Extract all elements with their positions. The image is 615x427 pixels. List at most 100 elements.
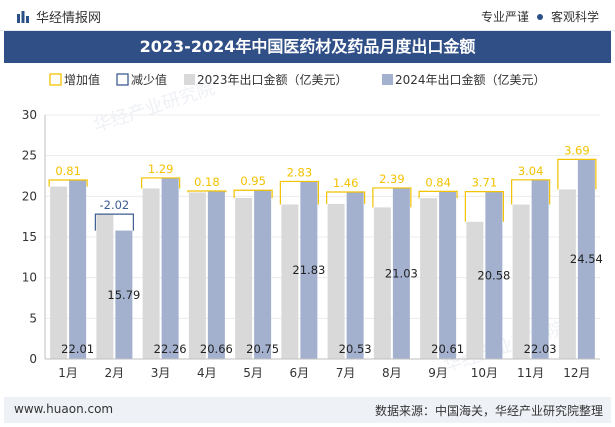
legend-item-increase: 增加值 xyxy=(49,72,100,87)
value-label-2024: 15.79 xyxy=(107,288,140,302)
bar-2023 xyxy=(281,204,299,359)
legend-label-increase: 增加值 xyxy=(64,72,100,87)
bar-2024 xyxy=(485,191,503,359)
change-label: -2.02 xyxy=(99,198,129,212)
y-tick-label: 30 xyxy=(22,108,37,122)
top-slogan: 专业严谨 客观科学 xyxy=(481,8,599,25)
change-label: 0.18 xyxy=(194,175,220,189)
x-tick-label: 8月 xyxy=(382,366,402,380)
change-bracket-increase xyxy=(48,179,88,187)
brand-name: 华经情报网 xyxy=(36,11,102,26)
data-labels: 0.81 22.01 -2.02 15.79 1.29 22.26 0.18 20.66 0.9… xyxy=(55,143,603,356)
change-bracket-decrease xyxy=(94,213,134,231)
legend-item-2024: 2024年出口金额（亿美元） xyxy=(382,72,546,87)
change-bracket-increase xyxy=(557,158,597,190)
value-label-2024: 20.58 xyxy=(477,268,510,282)
change-bracket-increase xyxy=(141,177,181,189)
footer: www.huaon.com 数据来源：中国海关，华经产业研究院整理 xyxy=(4,397,611,423)
value-label-2024: 21.83 xyxy=(292,263,325,277)
bar-2024 xyxy=(577,159,595,359)
x-tick-label: 9月 xyxy=(428,366,448,380)
x-tick-label: 10月 xyxy=(471,366,498,380)
legend-swatch-2023 xyxy=(184,74,195,85)
bar-2023 xyxy=(96,214,114,359)
legend-label-decrease: 减少值 xyxy=(131,72,167,87)
bar-2023 xyxy=(558,189,576,359)
change-bracket-increase xyxy=(511,179,551,205)
legend-swatch-increase xyxy=(49,73,62,86)
bars xyxy=(48,158,597,359)
value-label-2024: 22.26 xyxy=(154,342,187,356)
change-label: 3.71 xyxy=(472,176,498,190)
footer-website: www.huaon.com xyxy=(14,402,114,416)
change-bracket-increase xyxy=(372,187,412,208)
legend-swatch-decrease xyxy=(116,73,129,86)
value-label-2024: 22.03 xyxy=(524,342,557,356)
y-tick-label: 15 xyxy=(22,230,37,244)
bar-2023 xyxy=(327,203,345,359)
bar-2024 xyxy=(300,181,318,359)
y-axis: 0 5 10 15 20 25 30 xyxy=(22,108,46,366)
bar-2024 xyxy=(392,187,410,359)
bar-2024 xyxy=(254,190,272,359)
grid xyxy=(45,114,600,319)
brand-logo-icon xyxy=(17,10,29,23)
x-tick-label: 4月 xyxy=(197,366,217,380)
bar-2023 xyxy=(235,197,253,359)
legend-label-2023: 2023年出口金额（亿美元） xyxy=(197,72,348,87)
change-label: 2.83 xyxy=(287,165,313,179)
value-label-2024: 22.01 xyxy=(61,342,94,356)
value-label-2024: 20.66 xyxy=(200,342,233,356)
change-bracket-increase xyxy=(464,191,504,222)
bar-2024 xyxy=(207,190,225,359)
legend-label-2024: 2024年出口金额（亿美元） xyxy=(395,72,546,87)
value-label-2024: 21.03 xyxy=(385,266,418,280)
change-label: 3.69 xyxy=(564,143,590,157)
change-bracket-increase xyxy=(187,190,227,193)
x-tick-label: 7月 xyxy=(336,366,356,380)
x-tick-label: 11月 xyxy=(517,366,544,380)
chart: 增加值 减少值 2023年出口金额（亿美元） 2024年出口金额（亿美元） 华经… xyxy=(22,72,603,380)
x-tick-label: 6月 xyxy=(290,366,310,380)
legend-item-decrease: 减少值 xyxy=(116,72,167,87)
bar-2024 xyxy=(69,179,87,359)
change-bracket-increase xyxy=(418,190,458,199)
y-tick-label: 0 xyxy=(29,352,37,366)
y-tick-label: 25 xyxy=(22,149,37,163)
bar-2024 xyxy=(115,230,133,359)
change-label: 0.81 xyxy=(55,164,81,178)
dot-icon xyxy=(536,13,543,20)
top-bar: 华经情报网 专业严谨 客观科学 xyxy=(0,0,615,31)
slogan-2: 客观科学 xyxy=(550,10,599,24)
footer-source: 数据来源：中国海关，华经产业研究院整理 xyxy=(374,404,603,418)
legend: 增加值 减少值 2023年出口金额（亿美元） 2024年出口金额（亿美元） xyxy=(49,72,546,87)
bar-2023 xyxy=(142,188,160,359)
change-label: 0.84 xyxy=(425,175,451,189)
bar-2023 xyxy=(420,198,438,359)
x-axis: 1月 2月 3月 4月 5月 6月 7月 8月 9月 10月 11月 12月 xyxy=(45,358,600,380)
slogan-1: 专业严谨 xyxy=(480,10,529,24)
bar-2024 xyxy=(161,177,179,359)
x-tick-label: 1月 xyxy=(58,366,78,380)
change-label: 1.29 xyxy=(148,162,174,176)
change-bracket-increase xyxy=(279,180,319,205)
change-label: 2.39 xyxy=(379,172,405,186)
legend-swatch-2024 xyxy=(382,74,393,85)
change-label: 1.46 xyxy=(333,176,359,190)
brand: 华经情报网 xyxy=(16,7,101,26)
x-tick-label: 3月 xyxy=(151,366,171,380)
change-bracket-increase xyxy=(326,191,366,204)
value-label-2024: 24.54 xyxy=(570,252,603,266)
change-label: 0.95 xyxy=(240,174,266,188)
y-tick-label: 10 xyxy=(22,271,37,285)
y-tick-label: 5 xyxy=(29,311,37,325)
y-tick-label: 20 xyxy=(22,189,37,203)
x-tick-label: 5月 xyxy=(243,366,263,380)
change-label: 3.04 xyxy=(518,164,544,178)
change-bracket-increase xyxy=(233,189,273,198)
value-label-2024: 20.53 xyxy=(339,342,372,356)
bar-2023 xyxy=(373,207,391,359)
bar-2024 xyxy=(439,191,457,359)
bar-2023 xyxy=(466,221,484,359)
value-label-2024: 20.75 xyxy=(246,342,279,356)
